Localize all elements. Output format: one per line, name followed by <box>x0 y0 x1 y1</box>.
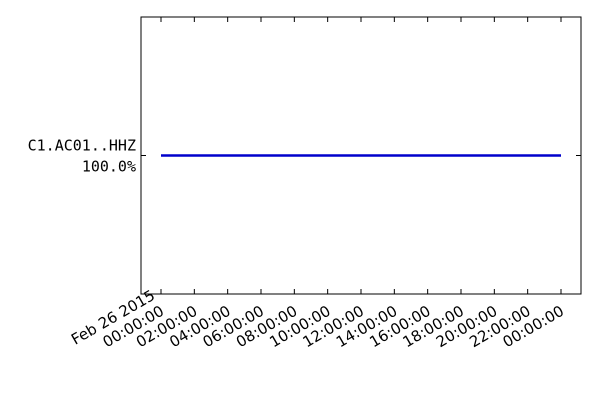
plot-frame <box>140 16 582 295</box>
x-tick-labels: Feb 26 201500:00:0002:00:0004:00:0006:00… <box>68 286 567 351</box>
y-tick-labels: C1.AC01..HHZ 100.0% <box>28 137 136 176</box>
y-tick-label-coverage: 100.0% <box>82 158 136 176</box>
x-ticks <box>160 17 562 294</box>
y-tick-label-station: C1.AC01..HHZ <box>28 137 136 155</box>
